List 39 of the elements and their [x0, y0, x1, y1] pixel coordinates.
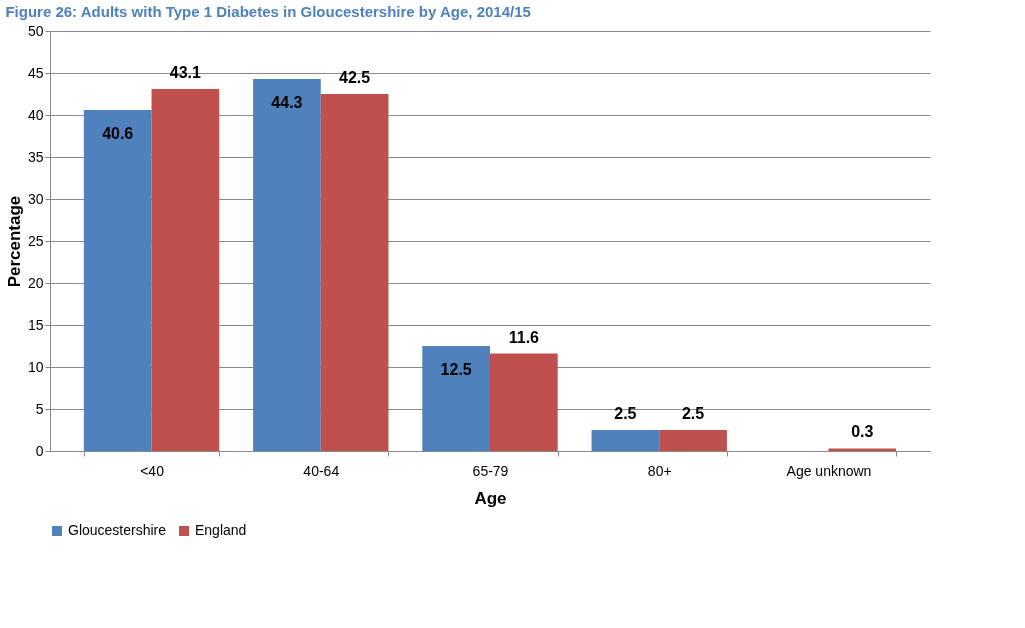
y-tick-label: 35 [27, 148, 44, 165]
data-label: 2.5 [614, 405, 637, 422]
x-axis-title: Age [474, 488, 507, 508]
y-axis-title: Percentage [4, 195, 24, 288]
y-tick-label: 50 [27, 22, 44, 39]
y-tick-label: 0 [35, 442, 44, 459]
bar [320, 94, 389, 451]
x-tick-label: 40-64 [303, 462, 340, 479]
y-tick-label: 15 [27, 316, 44, 333]
y-tick-label: 30 [27, 190, 44, 207]
bar [253, 78, 321, 451]
y-tick-label: 40 [27, 106, 44, 123]
data-label: 12.5 [440, 361, 472, 378]
y-tick-label: 25 [27, 232, 44, 249]
bar [83, 109, 152, 451]
data-label: 40.6 [102, 124, 134, 142]
bar [659, 430, 727, 451]
bar [151, 88, 220, 451]
x-tick-label: 65-79 [472, 462, 509, 479]
y-tick-label: 5 [35, 400, 44, 417]
data-label: 44.3 [271, 93, 303, 111]
data-label: 2.5 [681, 405, 705, 422]
bar [591, 430, 660, 451]
x-tick-label: Age unknown [786, 462, 872, 479]
legend-label: Gloucestershire [68, 522, 167, 538]
x-tick-label: <40 [140, 462, 165, 479]
chart-title: Figure 26: Adults with Type 1 Diabetes in Gloucestershire by Age, 2014/15 [5, 3, 531, 20]
legend-label: England [195, 522, 247, 538]
data-label: 11.6 [508, 328, 540, 346]
data-label: 43.1 [169, 63, 202, 81]
x-tick-label: 80+ [647, 462, 672, 479]
y-tick-label: 10 [27, 358, 44, 375]
bar [490, 353, 558, 451]
bar [828, 448, 897, 451]
bar [422, 346, 490, 451]
data-label: 42.5 [339, 69, 371, 86]
y-tick-label: 20 [27, 274, 44, 291]
y-tick-label: 45 [27, 64, 44, 81]
data-label: 0.3 [851, 423, 874, 441]
